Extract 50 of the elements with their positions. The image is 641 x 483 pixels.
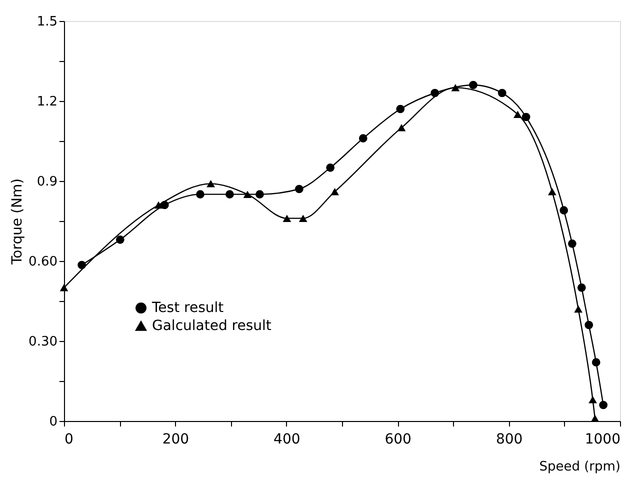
x-tick-label: 600 bbox=[384, 432, 412, 448]
point bbox=[256, 190, 264, 199]
point bbox=[116, 235, 124, 244]
y-tick-label: 0.60 bbox=[28, 254, 58, 270]
legend-label: Galculated result bbox=[152, 318, 272, 334]
point bbox=[522, 112, 530, 122]
point bbox=[592, 358, 600, 367]
point bbox=[330, 188, 339, 196]
point bbox=[326, 163, 335, 172]
point bbox=[574, 305, 582, 313]
point bbox=[568, 239, 576, 248]
x-tick-label: 800 bbox=[496, 432, 523, 448]
point bbox=[397, 124, 406, 132]
point bbox=[560, 206, 568, 215]
point bbox=[577, 283, 586, 292]
point bbox=[498, 88, 506, 98]
x-axis-title: Speed (rpm) bbox=[539, 460, 620, 474]
x-tick-label: 400 bbox=[274, 432, 300, 448]
point bbox=[160, 200, 169, 210]
point bbox=[469, 80, 478, 90]
point bbox=[514, 110, 522, 118]
point bbox=[243, 190, 252, 198]
point bbox=[548, 188, 556, 196]
point bbox=[154, 201, 163, 209]
point bbox=[584, 320, 594, 330]
point bbox=[78, 260, 86, 270]
point bbox=[196, 190, 204, 199]
point bbox=[590, 414, 600, 422]
y-axis-title: Torque (Nm) bbox=[10, 178, 26, 266]
point bbox=[226, 190, 234, 199]
point bbox=[298, 214, 308, 222]
x-tick-label: 200 bbox=[162, 432, 190, 448]
point bbox=[206, 180, 215, 188]
point bbox=[60, 284, 68, 292]
point bbox=[282, 214, 292, 222]
y-tick-label: 0.9 bbox=[36, 174, 58, 190]
point bbox=[599, 400, 608, 410]
point bbox=[358, 134, 368, 143]
point bbox=[430, 88, 440, 98]
x-tick-label: 0 bbox=[64, 432, 74, 448]
point bbox=[396, 104, 405, 114]
x-tick-label: 1000 bbox=[584, 432, 620, 448]
y-tick-label: 1.2 bbox=[36, 94, 58, 110]
point bbox=[588, 396, 597, 404]
point bbox=[295, 184, 304, 194]
legend-label: Test result bbox=[151, 300, 224, 316]
y-tick-label: 0 bbox=[49, 414, 58, 430]
y-tick-label: 0.30 bbox=[28, 334, 58, 350]
point bbox=[451, 84, 460, 92]
y-tick-label: 1.5 bbox=[36, 14, 58, 30]
